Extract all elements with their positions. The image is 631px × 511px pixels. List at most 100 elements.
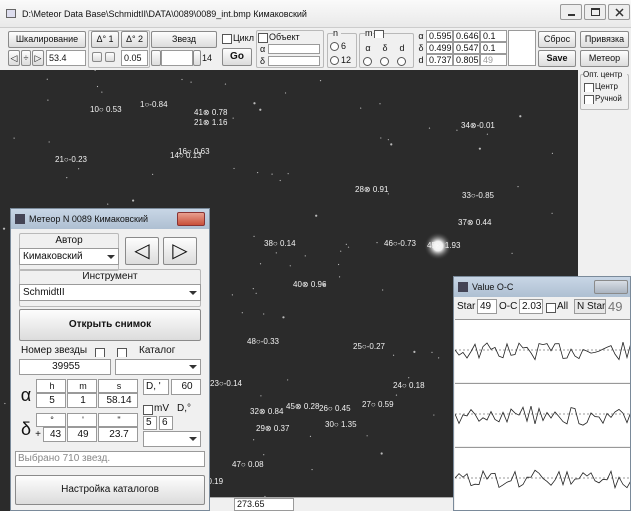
param-field[interactable]: 0.4991 <box>426 42 453 54</box>
n6-radio[interactable]: 6 <box>330 40 356 52</box>
star-label: 10○ 0.53 <box>90 106 122 114</box>
reset-button[interactable]: Сброс <box>538 31 576 48</box>
h-label[interactable]: h <box>36 379 66 393</box>
cycle-checkbox[interactable]: Цикл <box>222 31 254 45</box>
blank-field[interactable] <box>508 30 536 66</box>
dialog-close[interactable] <box>177 212 205 226</box>
m-label[interactable]: m <box>67 379 97 393</box>
mv-checkbox[interactable]: mV <box>143 403 175 415</box>
meteor-dialog: Метеор N 0089 Кимаковский Автор Кимаковски… <box>10 208 210 511</box>
sort-select[interactable] <box>143 431 201 447</box>
star-number-field[interactable]: 39955 <box>19 359 111 375</box>
object-group <box>256 30 324 68</box>
d-min-field[interactable]: 60 <box>171 379 201 395</box>
prev-button[interactable]: ◁ <box>125 237 159 265</box>
scroll-right[interactable] <box>193 50 201 66</box>
oc-label: O-C <box>499 301 518 312</box>
status-field: 273.65 <box>234 498 294 511</box>
star-label: 41⊗ 0.78 <box>194 109 228 117</box>
object-delta-field[interactable] <box>268 56 320 66</box>
manual-checkbox[interactable]: Ручной <box>584 93 628 104</box>
param-field[interactable]: 0.1 <box>480 30 507 42</box>
go-button[interactable]: Go <box>222 48 252 66</box>
m-alpha-radio[interactable] <box>363 55 375 67</box>
object-checkbox[interactable]: Объект <box>258 31 318 43</box>
m-alpha-label: α <box>365 43 371 53</box>
open-image-button[interactable]: Открыть снимок <box>19 309 201 341</box>
ra-s-field[interactable]: 58.14 <box>98 393 138 408</box>
author-select[interactable]: Кимаковский <box>19 248 119 265</box>
d-deg-field[interactable]: 6 <box>159 416 173 430</box>
star-label: 28⊗ 0.91 <box>355 186 389 194</box>
close-button[interactable] <box>608 4 630 20</box>
nstar-value: 49 <box>608 298 623 314</box>
icon-button[interactable] <box>92 52 102 62</box>
all-checkbox[interactable]: All <box>546 300 574 314</box>
d-deg-label: D,° <box>177 403 191 414</box>
star-label: 23○-0.14 <box>210 380 242 388</box>
dec-m-field[interactable]: 49 <box>67 427 97 442</box>
param-field[interactable]: 0.8051 <box>453 54 480 66</box>
maximize-button[interactable] <box>584 4 606 20</box>
stars-button[interactable]: Звезд <box>151 31 217 48</box>
scaling-button[interactable]: Шкалирование <box>8 31 86 48</box>
param-field[interactable]: 49 <box>480 54 507 66</box>
object-alpha-field[interactable] <box>268 44 320 54</box>
deg-label[interactable]: ° <box>36 413 66 427</box>
dec-d-field[interactable]: 43 <box>43 427 66 442</box>
nstar-label[interactable]: N Star <box>574 299 606 314</box>
next-button[interactable]: ▷ <box>163 237 197 265</box>
meteor-button[interactable]: Метеор <box>580 50 629 67</box>
oc-close[interactable] <box>594 280 628 294</box>
star-number-checkbox[interactable] <box>95 347 106 357</box>
ra-m-field[interactable]: 1 <box>67 393 97 408</box>
m-checkbox[interactable] <box>374 29 385 38</box>
param-field[interactable]: 0.6464 <box>453 30 480 42</box>
s-label[interactable]: s <box>98 379 138 393</box>
oc-field[interactable]: 2.03 <box>519 299 543 314</box>
catalog-checkbox[interactable] <box>117 347 128 357</box>
delta2-button[interactable]: Δ° 2 <box>121 31 148 48</box>
ra-h-field[interactable]: 5 <box>36 393 66 408</box>
arcmin-label[interactable]: ' <box>67 413 97 427</box>
param-field[interactable]: 0.7377 <box>426 54 453 66</box>
star-label: 37⊗ 0.44 <box>458 219 492 227</box>
divide-button[interactable]: ÷ <box>21 50 31 66</box>
star-field[interactable]: 49 <box>477 299 497 314</box>
instrument-select[interactable]: SchmidtII <box>19 284 201 301</box>
m-d-label: d <box>399 43 405 53</box>
prev-button[interactable]: ◁ <box>8 50 20 66</box>
n12-radio[interactable]: 12 <box>330 54 356 66</box>
instrument-label: Инструмент <box>82 271 138 282</box>
param-field[interactable]: 0.5958 <box>426 30 453 42</box>
param-field[interactable]: 0.1 <box>480 42 507 54</box>
scroll-track[interactable] <box>161 50 193 66</box>
icon-button[interactable] <box>105 52 115 62</box>
delta-group <box>88 30 150 68</box>
dec-s-field[interactable]: 23.7 <box>98 427 138 442</box>
star-label: 25○-0.27 <box>353 343 385 351</box>
d-min-label[interactable]: D, ' <box>143 379 169 395</box>
star-number-label: Номер звезды <box>21 345 88 356</box>
star-label: ○-0.19 <box>200 478 224 486</box>
save-button[interactable]: Save <box>538 50 576 67</box>
bind-button[interactable]: Привязка <box>580 31 629 48</box>
star-label: 16○ 0.63 <box>178 148 210 156</box>
mv-field[interactable]: 5 <box>143 416 157 430</box>
selected-field[interactable]: Выбрано 710 звезд. <box>15 451 205 467</box>
sign-label: + <box>35 428 41 440</box>
scroll-left[interactable] <box>151 50 161 66</box>
catalog-settings-button[interactable]: Настройка каталогов <box>15 475 205 505</box>
m-delta-radio[interactable] <box>380 55 392 67</box>
m-d-radio[interactable] <box>397 55 409 67</box>
param-field[interactable]: 0.5472 <box>453 42 480 54</box>
center-checkbox[interactable]: Центр <box>584 81 628 92</box>
minimize-button[interactable] <box>560 4 582 20</box>
n-label: n <box>333 29 341 37</box>
next-button[interactable]: ▷ <box>32 50 44 66</box>
arcsec-label[interactable]: " <box>98 413 138 427</box>
step-field[interactable]: 0.05 <box>121 50 148 66</box>
scale-field[interactable]: 53.4 <box>46 50 86 66</box>
catalog-select[interactable]: Каталог <box>115 359 201 375</box>
delta1-button[interactable]: Δ° 1 <box>91 31 119 48</box>
